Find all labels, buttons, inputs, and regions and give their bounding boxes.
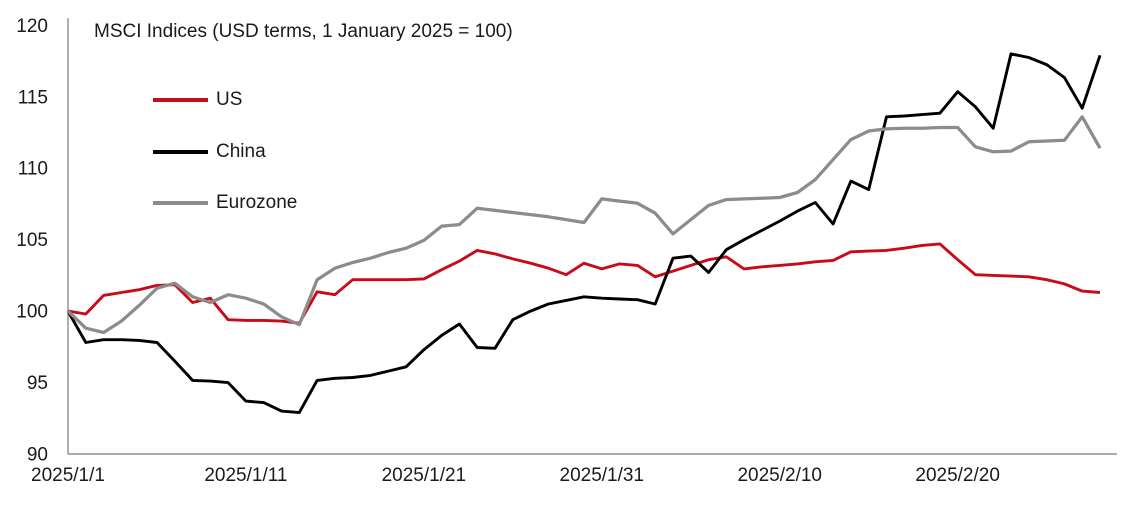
series-line-us <box>67 242 1101 325</box>
series-line-china <box>66 52 1102 415</box>
y-axis-tick-label: 120 <box>16 16 48 37</box>
legend-item-eurozone: Eurozone <box>153 191 297 215</box>
legend-item-china: China <box>153 140 266 164</box>
y-axis-tick-label: 105 <box>16 230 48 251</box>
y-axis-tick-label: 110 <box>18 159 48 180</box>
china-line-swatch <box>153 150 208 154</box>
y-axis-tick-label: 95 <box>27 373 48 394</box>
legend-label-us: US <box>216 89 243 110</box>
x-axis-tick-label: 2025/1/1 <box>31 465 105 486</box>
x-axis-tick-label: 2025/1/31 <box>560 465 645 486</box>
eurozone-line-swatch <box>153 201 208 205</box>
legend-label-eurozone: Eurozone <box>216 192 298 213</box>
y-axis-tick-label: 115 <box>18 87 48 108</box>
series-line-eurozone <box>66 115 1102 335</box>
x-axis-tick-label: 2025/1/21 <box>382 465 467 486</box>
us-line-swatch <box>153 98 208 102</box>
y-axis-tick-label: 90 <box>27 445 48 466</box>
x-axis-tick-label: 2025/1/11 <box>204 465 287 486</box>
legend-item-us: US <box>153 88 242 112</box>
legend-label-china: China <box>216 141 266 162</box>
x-axis-tick-label: 2025/2/10 <box>737 465 822 486</box>
x-axis-tick-label: 2025/2/20 <box>915 465 1000 486</box>
chart-title: MSCI Indices (USD terms, 1 January 2025 … <box>94 21 513 42</box>
y-axis-tick-label: 100 <box>16 302 48 323</box>
